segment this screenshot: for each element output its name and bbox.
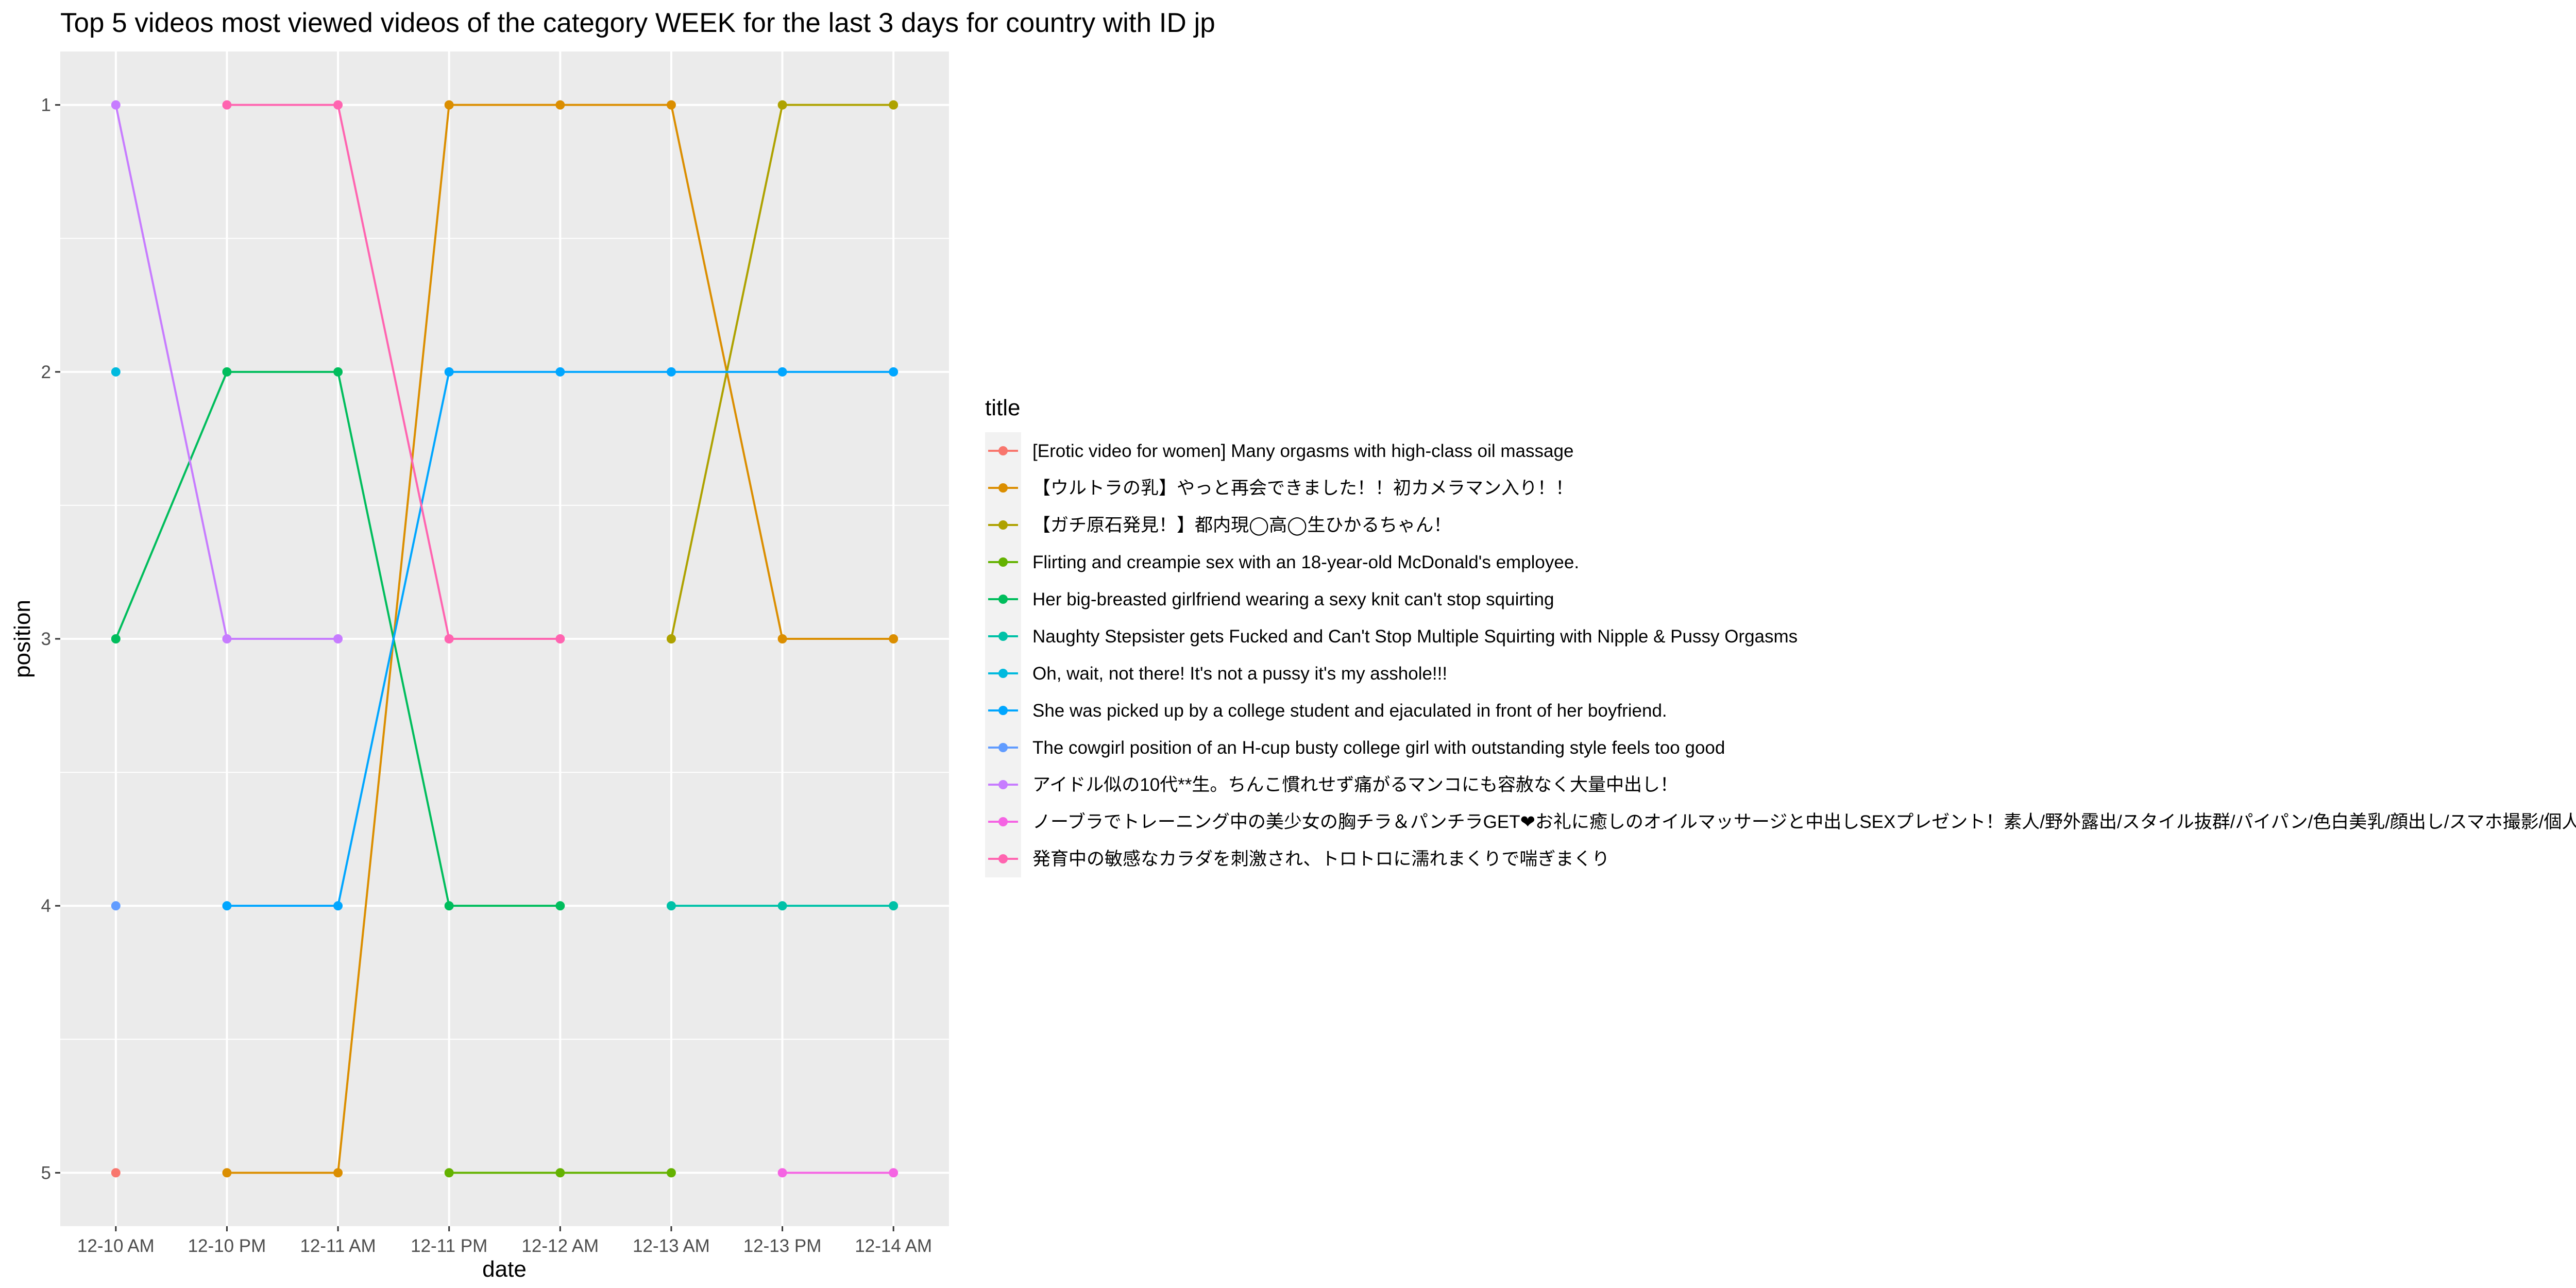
data-point <box>222 901 232 911</box>
legend-item-label: Her big-breasted girlfriend wearing a se… <box>1032 589 1554 609</box>
data-point <box>666 100 676 110</box>
legend-key-point <box>998 706 1008 715</box>
data-point <box>666 901 676 911</box>
legend-key-point <box>998 743 1008 752</box>
x-axis-title: date <box>482 1257 527 1282</box>
data-point <box>444 901 454 911</box>
legend-title: title <box>985 395 1020 420</box>
y-axis-title: position <box>10 600 35 678</box>
data-point <box>222 634 232 643</box>
data-point <box>444 100 454 110</box>
data-point <box>555 100 565 110</box>
legend-item-label: ノーブラでトレーニング中の美少女の胸チラ＆パンチラGET❤お礼に癒しのオイルマッ… <box>1032 812 2576 832</box>
data-point <box>111 100 121 110</box>
data-point <box>777 100 787 110</box>
y-tick-label: 2 <box>41 362 51 382</box>
data-point <box>222 1168 232 1178</box>
legend-key-point <box>998 557 1008 567</box>
data-point <box>777 1168 787 1178</box>
data-point <box>666 367 676 377</box>
chart-title: Top 5 videos most viewed videos of the c… <box>60 8 1215 38</box>
data-point <box>333 100 343 110</box>
data-point <box>889 901 899 911</box>
data-point <box>333 901 343 911</box>
y-axis-ticks: 1 2 3 4 5 <box>41 95 60 1183</box>
data-point <box>111 367 121 377</box>
x-tick-label: 12-13 AM <box>633 1236 710 1256</box>
data-point <box>444 367 454 377</box>
x-axis-ticks: 12-10 AM 12-10 PM 12-11 AM 12-11 PM 12-12 AM… <box>77 1226 932 1256</box>
data-point <box>333 1168 343 1178</box>
data-point <box>555 634 565 643</box>
legend-item-label: 発育中の敏感なカラダを刺激され、トロトロに濡れまくりで喘ぎまくり <box>1032 849 1609 869</box>
x-tick-label: 12-10 AM <box>77 1236 155 1256</box>
y-tick-label: 5 <box>41 1163 51 1183</box>
data-point <box>333 367 343 377</box>
legend-key-point <box>998 817 1008 826</box>
legend-item-label: The cowgirl position of an H-cup busty c… <box>1032 738 1725 758</box>
x-tick-label: 12-13 PM <box>743 1236 822 1256</box>
legend-key-point <box>998 446 1008 455</box>
series-points <box>111 100 899 1178</box>
data-point <box>444 634 454 643</box>
data-point <box>666 1168 676 1178</box>
data-point <box>333 634 343 643</box>
legend-item-label: Naughty Stepsister gets Fucked and Can't… <box>1032 626 1798 647</box>
x-tick-label: 12-12 AM <box>521 1236 599 1256</box>
legend-key-point <box>998 483 1008 493</box>
legend-item-label: [Erotic video for women] Many orgasms wi… <box>1032 441 1573 461</box>
x-tick-label: 12-11 PM <box>411 1236 487 1256</box>
legend-item-label: 【ガチ原石発見！】都内現◯高◯生ひかるちゃん！ <box>1032 515 1451 536</box>
data-point <box>111 634 121 643</box>
data-point <box>555 367 565 377</box>
data-point <box>777 634 787 643</box>
data-point <box>222 100 232 110</box>
legend-key-point <box>998 780 1008 789</box>
data-point <box>444 1168 454 1178</box>
data-point <box>889 367 899 377</box>
data-point <box>666 634 676 643</box>
data-point <box>889 1168 899 1178</box>
legend-key-point <box>998 632 1008 641</box>
y-tick-label: 4 <box>41 896 51 916</box>
legend-key-point <box>998 854 1008 863</box>
series-line <box>227 104 561 640</box>
data-point <box>555 1168 565 1178</box>
data-point <box>777 367 787 377</box>
data-point <box>222 367 232 377</box>
data-point <box>777 901 787 911</box>
legend: [Erotic video for women] Many orgasms wi… <box>985 432 2576 877</box>
legend-key-point <box>998 669 1008 678</box>
data-point <box>889 100 899 110</box>
legend-item-label: Oh, wait, not there! It's not a pussy it… <box>1032 664 1447 684</box>
y-tick-label: 1 <box>41 95 51 115</box>
data-point <box>111 1168 121 1178</box>
data-point <box>889 634 899 643</box>
legend-item-label: アイドル似の10代**生。ちんこ慣れせず痛がるマンコにも容赦なく大量中出し！ <box>1032 775 1678 795</box>
legend-item-label: She was picked up by a college student a… <box>1032 701 1667 721</box>
legend-item-label: 【ウルトラの乳】やっと再会できました！！初カメラマン入り！！ <box>1032 478 1573 498</box>
x-tick-label: 12-14 AM <box>855 1236 932 1256</box>
data-point <box>555 901 565 911</box>
data-point <box>111 901 121 911</box>
x-tick-label: 12-11 AM <box>300 1236 376 1256</box>
x-tick-label: 12-10 PM <box>188 1236 266 1256</box>
legend-key-point <box>998 595 1008 604</box>
legend-item-label: Flirting and creampie sex with an 18-yea… <box>1032 552 1579 572</box>
y-tick-label: 3 <box>41 629 51 649</box>
legend-key-point <box>998 520 1008 530</box>
